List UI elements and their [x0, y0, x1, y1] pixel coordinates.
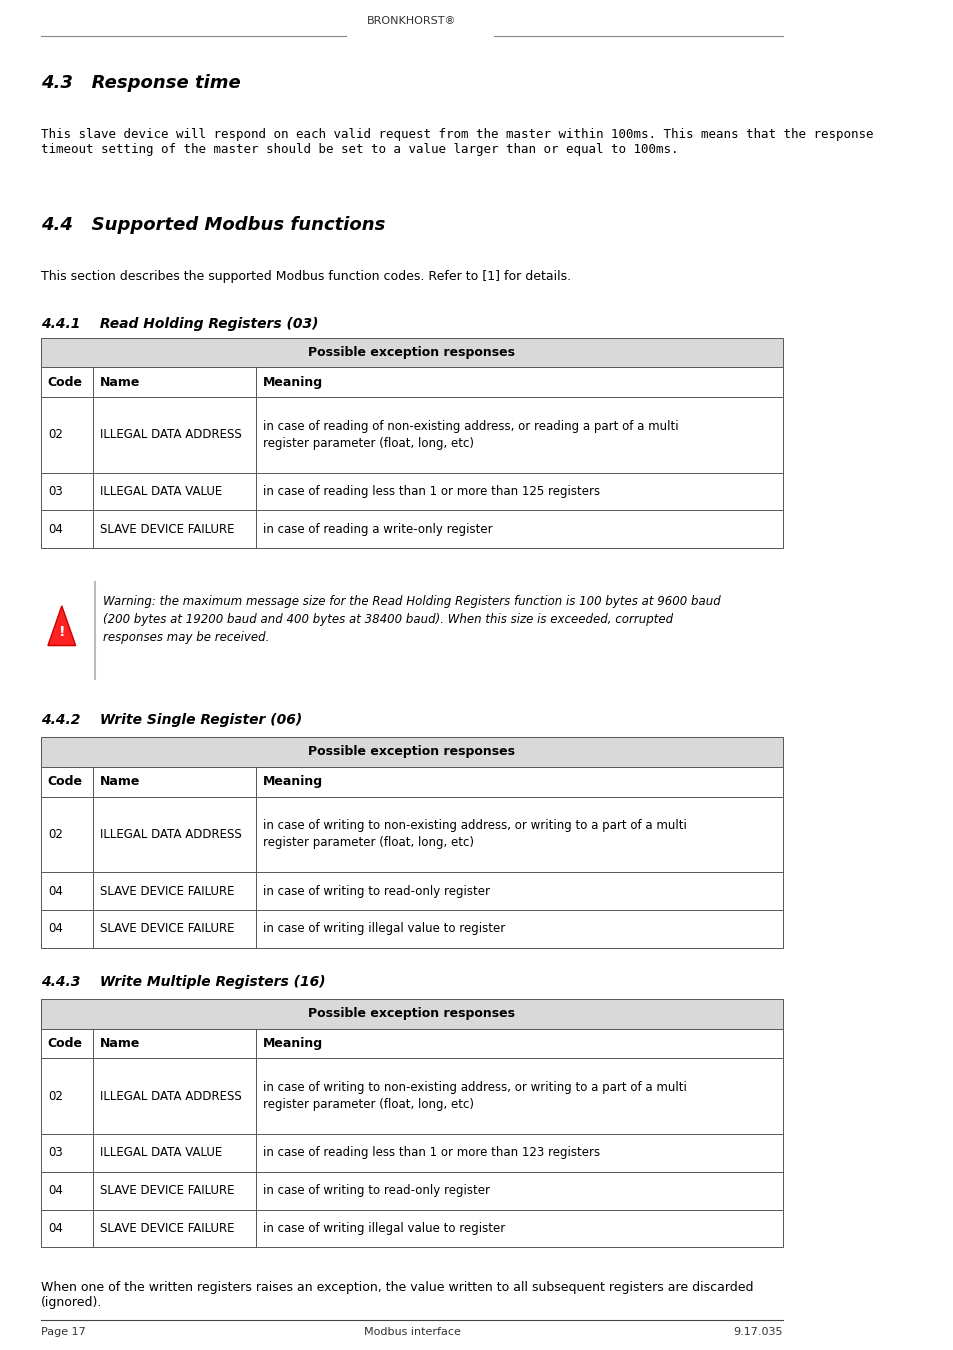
- Text: ILLEGAL DATA VALUE: ILLEGAL DATA VALUE: [99, 485, 222, 498]
- FancyBboxPatch shape: [41, 737, 781, 767]
- FancyBboxPatch shape: [41, 1210, 781, 1247]
- Text: 4.4.3    Write Multiple Registers (16): 4.4.3 Write Multiple Registers (16): [41, 975, 326, 988]
- Text: 04: 04: [48, 522, 63, 536]
- Text: 4.4.2    Write Single Register (06): 4.4.2 Write Single Register (06): [41, 713, 302, 726]
- FancyBboxPatch shape: [41, 338, 781, 367]
- FancyBboxPatch shape: [41, 910, 781, 948]
- Text: 04: 04: [48, 922, 63, 936]
- FancyBboxPatch shape: [41, 796, 781, 872]
- FancyBboxPatch shape: [41, 767, 781, 796]
- FancyBboxPatch shape: [41, 367, 781, 397]
- FancyBboxPatch shape: [41, 1172, 781, 1210]
- Text: in case of writing to read-only register: in case of writing to read-only register: [262, 1184, 489, 1197]
- Text: 9.17.035: 9.17.035: [733, 1327, 781, 1336]
- Text: 04: 04: [48, 1184, 63, 1197]
- Text: Code: Code: [48, 1037, 83, 1050]
- Text: in case of writing illegal value to register: in case of writing illegal value to regi…: [262, 1222, 504, 1235]
- Text: Meaning: Meaning: [262, 375, 323, 389]
- Text: in case of writing illegal value to register: in case of writing illegal value to regi…: [262, 922, 504, 936]
- Text: Code: Code: [48, 375, 83, 389]
- FancyBboxPatch shape: [41, 1029, 781, 1058]
- Text: This slave device will respond on each valid request from the master within 100m: This slave device will respond on each v…: [41, 128, 873, 157]
- FancyBboxPatch shape: [41, 999, 781, 1029]
- Text: Name: Name: [99, 775, 140, 788]
- Text: SLAVE DEVICE FAILURE: SLAVE DEVICE FAILURE: [99, 1222, 233, 1235]
- Text: ILLEGAL DATA ADDRESS: ILLEGAL DATA ADDRESS: [99, 1089, 241, 1103]
- Text: 04: 04: [48, 1222, 63, 1235]
- FancyBboxPatch shape: [41, 472, 781, 510]
- Text: Possible exception responses: Possible exception responses: [308, 745, 515, 759]
- Text: Name: Name: [99, 1037, 140, 1050]
- Text: ILLEGAL DATA ADDRESS: ILLEGAL DATA ADDRESS: [99, 828, 241, 841]
- Text: When one of the written registers raises an exception, the value written to all : When one of the written registers raises…: [41, 1281, 753, 1310]
- FancyBboxPatch shape: [41, 872, 781, 910]
- Text: Code: Code: [48, 775, 83, 788]
- Text: Page 17: Page 17: [41, 1327, 86, 1336]
- Text: This section describes the supported Modbus function codes. Refer to [1] for det: This section describes the supported Mod…: [41, 270, 571, 284]
- FancyBboxPatch shape: [41, 510, 781, 548]
- FancyBboxPatch shape: [41, 1058, 781, 1134]
- Text: ILLEGAL DATA VALUE: ILLEGAL DATA VALUE: [99, 1146, 222, 1160]
- Text: in case of reading less than 1 or more than 125 registers: in case of reading less than 1 or more t…: [262, 485, 599, 498]
- Text: 4.4.1    Read Holding Registers (03): 4.4.1 Read Holding Registers (03): [41, 317, 318, 331]
- Text: Modbus interface: Modbus interface: [363, 1327, 460, 1336]
- Text: Meaning: Meaning: [262, 1037, 323, 1050]
- Text: 02: 02: [48, 428, 63, 441]
- Polygon shape: [48, 606, 75, 645]
- Text: SLAVE DEVICE FAILURE: SLAVE DEVICE FAILURE: [99, 1184, 233, 1197]
- Text: in case of writing to non-existing address, or writing to a part of a multi
regi: in case of writing to non-existing addre…: [262, 1081, 686, 1111]
- Text: in case of reading of non-existing address, or reading a part of a multi
registe: in case of reading of non-existing addre…: [262, 420, 678, 450]
- Text: Possible exception responses: Possible exception responses: [308, 1007, 515, 1021]
- Text: BRONKHORST®: BRONKHORST®: [367, 16, 456, 26]
- Text: 4.4   Supported Modbus functions: 4.4 Supported Modbus functions: [41, 216, 385, 234]
- Text: in case of writing to read-only register: in case of writing to read-only register: [262, 884, 489, 898]
- Text: in case of reading less than 1 or more than 123 registers: in case of reading less than 1 or more t…: [262, 1146, 599, 1160]
- Text: ILLEGAL DATA ADDRESS: ILLEGAL DATA ADDRESS: [99, 428, 241, 441]
- Text: 02: 02: [48, 1089, 63, 1103]
- Text: in case of reading a write-only register: in case of reading a write-only register: [262, 522, 492, 536]
- Text: Warning: the maximum message size for the Read Holding Registers function is 100: Warning: the maximum message size for th…: [103, 595, 720, 644]
- FancyBboxPatch shape: [41, 1134, 781, 1172]
- Text: Name: Name: [99, 375, 140, 389]
- Text: 02: 02: [48, 828, 63, 841]
- Text: SLAVE DEVICE FAILURE: SLAVE DEVICE FAILURE: [99, 922, 233, 936]
- Text: !: !: [58, 625, 65, 640]
- FancyBboxPatch shape: [41, 397, 781, 472]
- Text: Possible exception responses: Possible exception responses: [308, 346, 515, 359]
- Text: SLAVE DEVICE FAILURE: SLAVE DEVICE FAILURE: [99, 884, 233, 898]
- Text: SLAVE DEVICE FAILURE: SLAVE DEVICE FAILURE: [99, 522, 233, 536]
- Text: 03: 03: [48, 485, 63, 498]
- Text: Meaning: Meaning: [262, 775, 323, 788]
- Text: 03: 03: [48, 1146, 63, 1160]
- Text: 4.3   Response time: 4.3 Response time: [41, 74, 241, 92]
- Text: 04: 04: [48, 884, 63, 898]
- Text: in case of writing to non-existing address, or writing to a part of a multi
regi: in case of writing to non-existing addre…: [262, 819, 686, 849]
